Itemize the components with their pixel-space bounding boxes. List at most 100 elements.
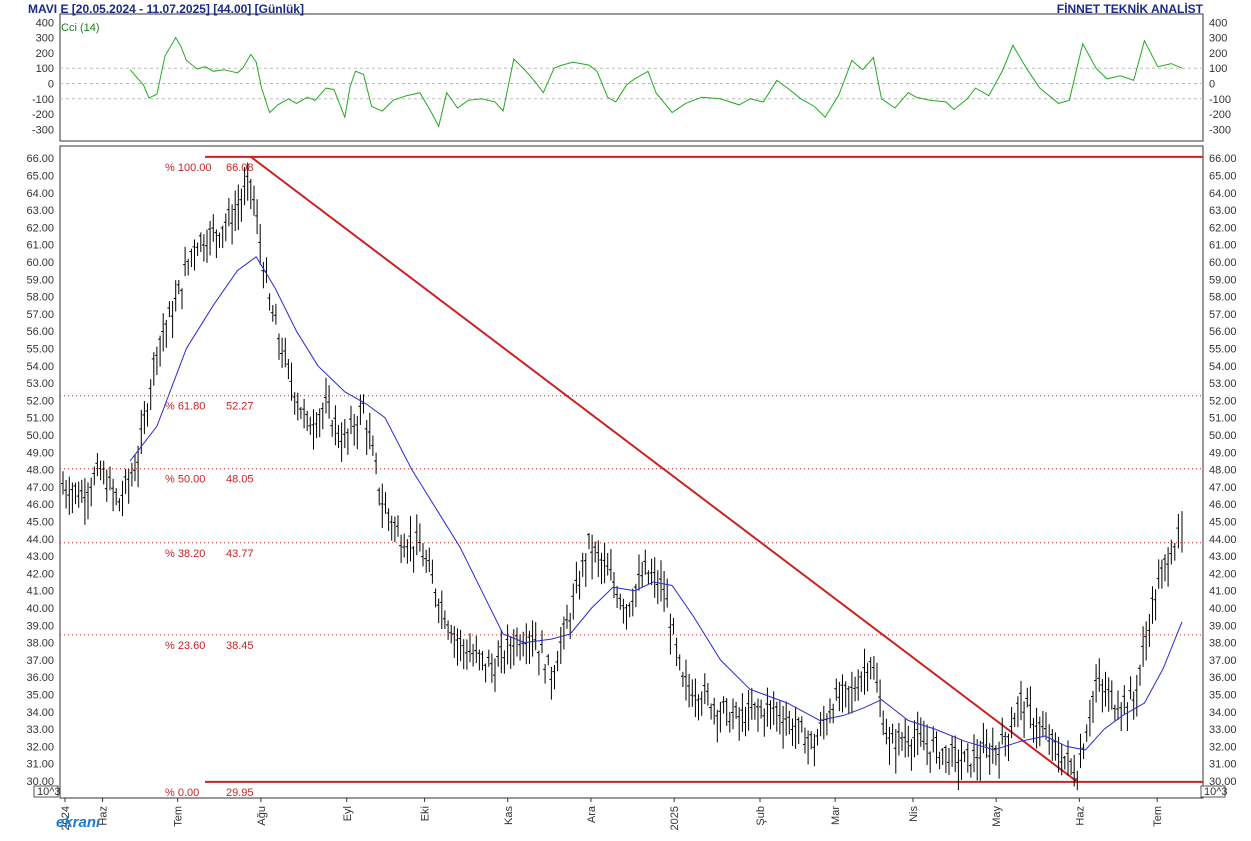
price-panel-border xyxy=(59,145,1204,799)
cci-tick-label-left: -200 xyxy=(32,109,54,121)
scale-badge-text: 10^3 xyxy=(1204,786,1228,798)
fib-level-percent: % 23.60 xyxy=(165,640,205,652)
axis-labels: 400 400 300 300 200 200 100 100 0 0 -100 -100 -200 -2… xyxy=(26,17,1236,830)
fib-level-percent: % 38.20 xyxy=(165,548,205,560)
x-axis-label: Ağu xyxy=(256,806,268,826)
indicator-panel-border xyxy=(59,13,1204,142)
fib-level-value: 52.27 xyxy=(226,401,254,413)
price-tick-label-right: 60.00 xyxy=(1209,257,1237,269)
moving-average-line xyxy=(129,256,1183,751)
fib-level-value: 29.95 xyxy=(226,787,254,799)
price-tick-label-right: 32.00 xyxy=(1209,741,1237,753)
price-tick-label-right: 30.00 xyxy=(1209,776,1237,788)
price-tick-label-right: 53.00 xyxy=(1209,378,1237,390)
price-tick-label-right: 48.00 xyxy=(1209,465,1237,477)
price-tick-label-left: 50.00 xyxy=(26,430,54,442)
ekrani-logo: ekranı xyxy=(56,814,101,831)
price-tick-label-left: 38.00 xyxy=(26,638,54,650)
price-tick-label-left: 47.00 xyxy=(26,482,54,494)
price-tick-label-right: 44.00 xyxy=(1209,534,1237,546)
chart-frame xyxy=(59,13,1204,799)
price-tick-label-right: 63.00 xyxy=(1209,205,1237,217)
price-panel: % 100.00 66.08 % 61.80 52.27 % 50.00 48.05 % 3… xyxy=(60,155,1203,799)
x-axis-label: Eki xyxy=(420,806,432,821)
fib-level-percent: % 61.80 xyxy=(165,401,205,413)
price-tick-label-right: 56.00 xyxy=(1209,326,1237,338)
x-axis-label: Şub xyxy=(755,806,767,826)
price-tick-label-right: 46.00 xyxy=(1209,499,1237,511)
price-tick-label-left: 41.00 xyxy=(26,586,54,598)
price-tick-label-right: 66.00 xyxy=(1209,153,1237,165)
interval-label: [Günlük] xyxy=(254,2,304,16)
price-tick-label-left: 55.00 xyxy=(26,344,54,356)
fib-level-value: 66.08 xyxy=(226,162,254,174)
scale-badge-box xyxy=(33,785,59,798)
price-tick-label-left: 57.00 xyxy=(26,309,54,321)
price-tick-label-left: 61.00 xyxy=(26,240,54,252)
cci-tick-label-right: 0 xyxy=(1209,79,1215,91)
price-tick-label-left: 46.00 xyxy=(26,499,54,511)
cci-tick-label-right: -100 xyxy=(1209,94,1231,106)
cci-tick-label-right: 200 xyxy=(1209,48,1227,60)
price-tick-label-left: 45.00 xyxy=(26,517,54,529)
price-tick-label-right: 51.00 xyxy=(1209,413,1237,425)
ticker-label: MAVI E xyxy=(28,2,69,16)
price-tick-label-right: 34.00 xyxy=(1209,707,1237,719)
scale-badge-box xyxy=(1200,785,1226,798)
price-tick-label-left: 44.00 xyxy=(26,534,54,546)
price-tick-label-left: 51.00 xyxy=(26,413,54,425)
price-tick-label-left: 31.00 xyxy=(26,759,54,771)
fib-level-percent: % 50.00 xyxy=(165,474,205,486)
cci-tick-label-right: 300 xyxy=(1209,33,1227,45)
price-tick-label-right: 58.00 xyxy=(1209,292,1237,304)
price-tick-label-right: 47.00 xyxy=(1209,482,1237,494)
price-tick-label-left: 53.00 xyxy=(26,378,54,390)
cci-tick-label-left: 400 xyxy=(36,17,54,29)
x-axis-label: Mar xyxy=(830,806,842,825)
price-tick-label-right: 37.00 xyxy=(1209,655,1237,667)
x-axis-label: 2024 xyxy=(60,806,72,830)
cci-tick-label-right: 400 xyxy=(1209,17,1227,29)
price-tick-label-right: 61.00 xyxy=(1209,240,1237,252)
cci-label: Cci (14) xyxy=(61,22,100,34)
price-tick-label-right: 64.00 xyxy=(1209,188,1237,200)
price-tick-label-left: 40.00 xyxy=(26,603,54,615)
price-tick-label-left: 60.00 xyxy=(26,257,54,269)
price-tick-label-left: 48.00 xyxy=(26,465,54,477)
price-tick-label-right: 43.00 xyxy=(1209,551,1237,563)
x-axis-label: May xyxy=(991,806,1003,827)
price-tick-label-right: 59.00 xyxy=(1209,274,1237,286)
x-axis-label: Kas xyxy=(503,806,515,825)
price-tick-label-left: 43.00 xyxy=(26,551,54,563)
cci-tick-label-right: -300 xyxy=(1209,124,1231,136)
fib-level-value: 48.05 xyxy=(226,474,254,486)
x-axis-label: Nis xyxy=(908,806,920,822)
fib-level-percent: % 0.00 xyxy=(165,787,199,799)
price-tick-label-right: 55.00 xyxy=(1209,344,1237,356)
price-tick-label-right: 39.00 xyxy=(1209,620,1237,632)
price-tick-label-left: 64.00 xyxy=(26,188,54,200)
cci-tick-label-left: -100 xyxy=(32,94,54,106)
price-tick-label-left: 59.00 xyxy=(26,274,54,286)
price-tick-label-right: 50.00 xyxy=(1209,430,1237,442)
price-tick-label-right: 57.00 xyxy=(1209,309,1237,321)
price-tick-label-right: 45.00 xyxy=(1209,517,1237,529)
price-tick-label-left: 56.00 xyxy=(26,326,54,338)
cci-tick-label-left: 300 xyxy=(36,33,54,45)
fib-trendline xyxy=(250,156,1078,783)
price-tick-label-right: 42.00 xyxy=(1209,568,1237,580)
price-tick-label-left: 63.00 xyxy=(26,205,54,217)
price-tick-label-left: 32.00 xyxy=(26,741,54,753)
price-tick-label-left: 65.00 xyxy=(26,171,54,183)
last-value-label: [44.00] xyxy=(213,2,252,16)
x-axis-label: Tem xyxy=(1152,806,1164,827)
x-axis-label: 2025 xyxy=(669,806,681,830)
price-tick-label-left: 66.00 xyxy=(26,153,54,165)
cci-tick-label-left: 100 xyxy=(36,63,54,75)
price-tick-label-right: 31.00 xyxy=(1209,759,1237,771)
price-tick-label-right: 35.00 xyxy=(1209,690,1237,702)
price-tick-label-left: 49.00 xyxy=(26,447,54,459)
price-tick-label-right: 33.00 xyxy=(1209,724,1237,736)
cci-panel xyxy=(60,36,1203,128)
price-tick-label-left: 58.00 xyxy=(26,292,54,304)
